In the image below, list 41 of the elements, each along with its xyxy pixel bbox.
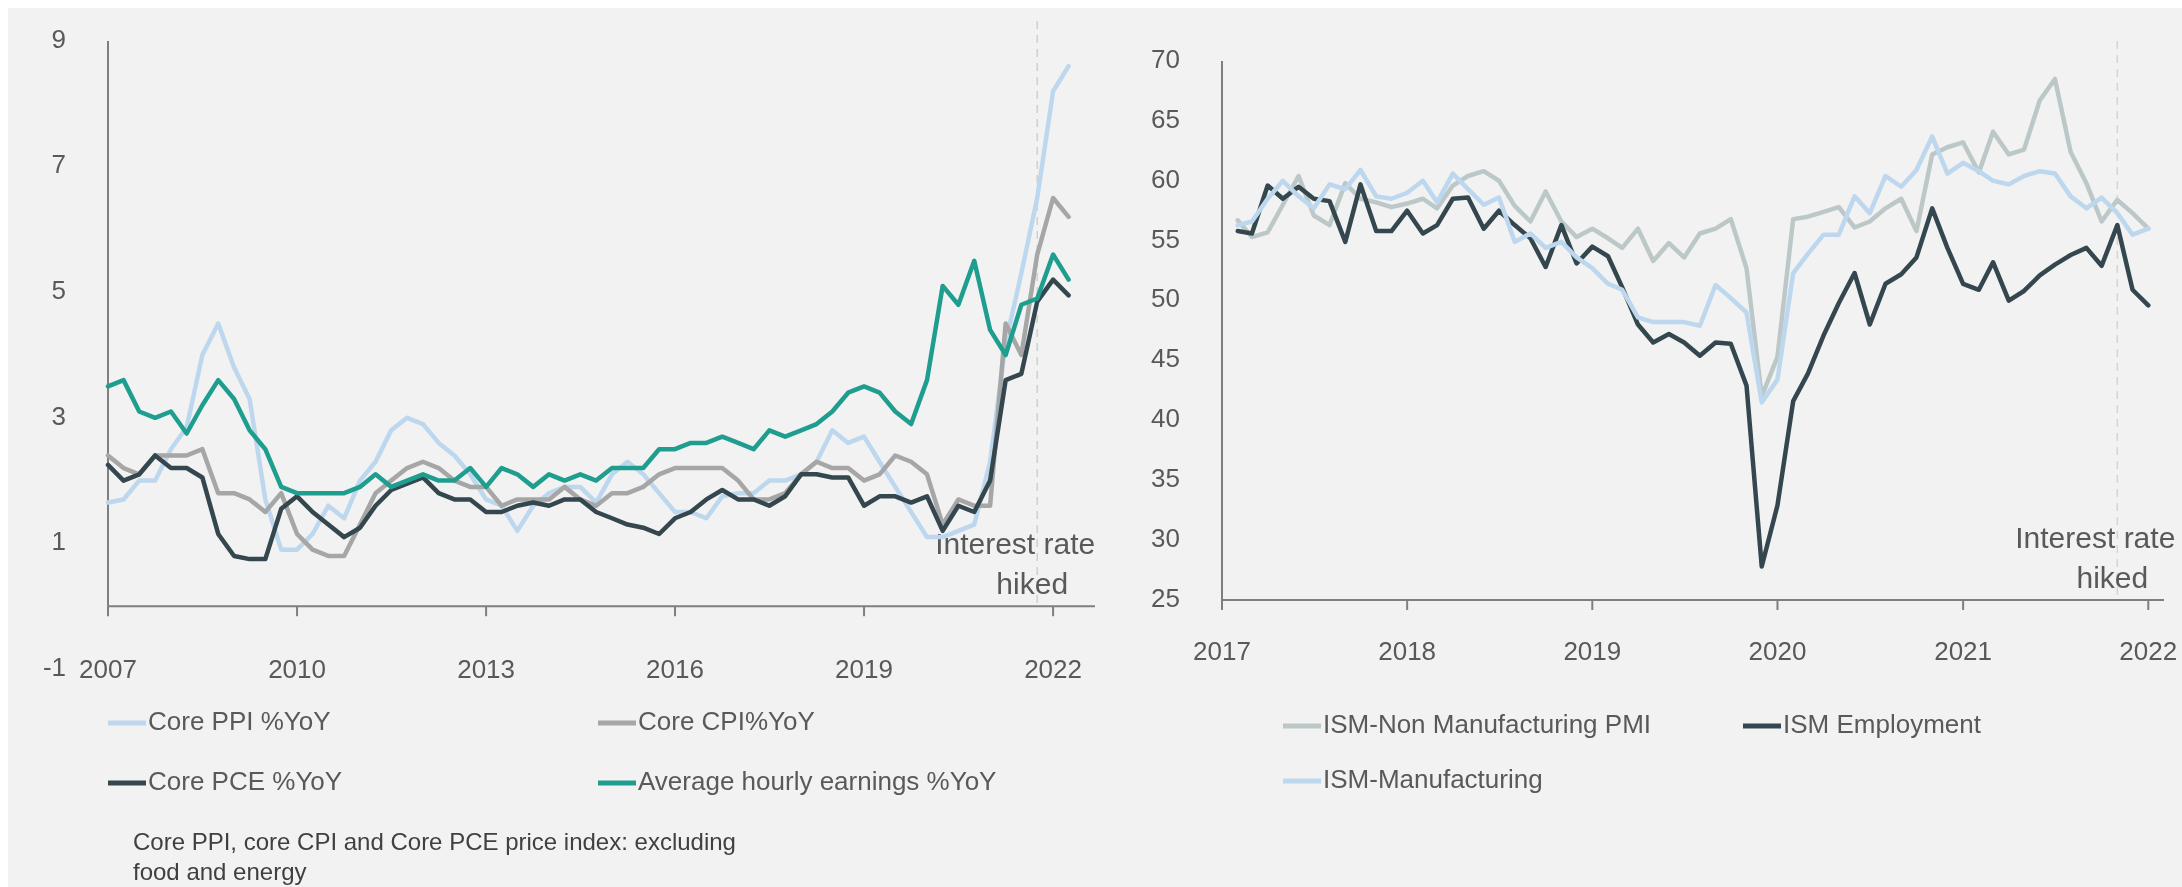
- x-tick-label: 2020: [1748, 635, 1807, 666]
- x-tick-label: 2007: [79, 653, 137, 684]
- y-tick-label: 60: [1151, 163, 1180, 194]
- y-tick-label: 65: [1151, 103, 1180, 134]
- x-tick-label: 2018: [1378, 635, 1437, 666]
- y-tick-label: 55: [1151, 223, 1180, 254]
- x-tick-label: 2019: [835, 653, 893, 684]
- y-tick-label: 5: [51, 275, 66, 306]
- y-tick-label: 9: [51, 23, 66, 54]
- line-series: [1235, 76, 2151, 399]
- ref-line-label: Interest rate hiked: [2015, 521, 2176, 594]
- legend-label: Average hourly earnings %YoY: [638, 765, 997, 796]
- y-tick-label: 1: [51, 526, 66, 557]
- y-tick-label: 45: [1151, 343, 1180, 374]
- text: Core PPI, core CPI and Core PCE price index: excluding food and energy: [133, 828, 736, 885]
- y-tick-label: 3: [51, 400, 66, 431]
- legend-label: Core CPI%YoY: [638, 705, 815, 736]
- line-series: [105, 252, 1071, 496]
- line-series: [1235, 134, 2151, 405]
- x-tick-label: 2022: [1024, 653, 1083, 684]
- x-tick-label: 2019: [1563, 635, 1622, 666]
- x-tick-label: 2016: [646, 653, 704, 684]
- x-tick-label: 2017: [1193, 635, 1251, 666]
- ref-line-label: Interest rate hiked: [935, 527, 1096, 601]
- x-tick-label: 2022: [2119, 635, 2178, 666]
- x-tick-label: 2021: [1934, 635, 1993, 666]
- legend-label: ISM-Non Manufacturing PMI: [1323, 708, 1652, 739]
- y-tick-label: 70: [1151, 43, 1180, 74]
- y-tick-label: 50: [1151, 283, 1180, 314]
- y-tick-label: 25: [1151, 582, 1180, 613]
- legend-label: Core PPI %YoY: [148, 705, 331, 736]
- y-tick-label: 30: [1151, 522, 1180, 553]
- legend-label: Core PCE %YoY: [148, 765, 343, 796]
- x-tick-label: 2013: [457, 653, 516, 684]
- y-tick-label: 7: [51, 149, 66, 180]
- legend-label: ISM Employment: [1783, 708, 1982, 739]
- y-tick-label: 40: [1151, 403, 1180, 434]
- legend-label: ISM-Manufacturing: [1323, 763, 1543, 794]
- y-tick-label: 35: [1151, 463, 1180, 494]
- x-tick-label: 2010: [268, 653, 326, 684]
- y-tick-label: -1: [42, 651, 66, 682]
